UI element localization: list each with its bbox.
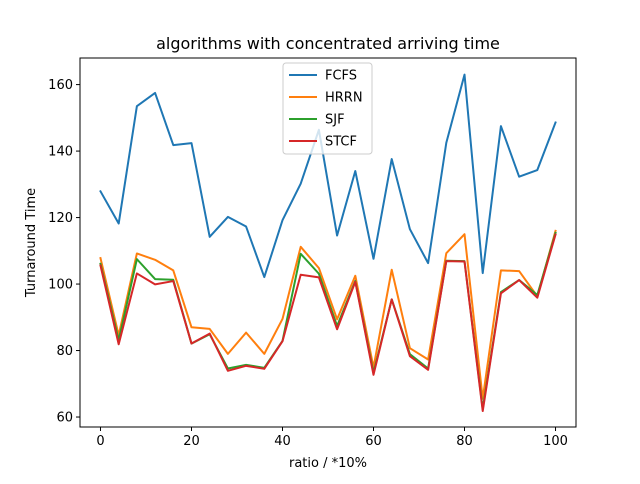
x-tick-label: 100 bbox=[543, 434, 568, 449]
x-tick-label: 40 bbox=[274, 434, 291, 449]
chart-title: algorithms with concentrated arriving ti… bbox=[156, 34, 500, 53]
y-axis-ticks: 60 80 100 120 140 160 bbox=[48, 78, 80, 426]
x-tick-label: 80 bbox=[456, 434, 473, 449]
series-layer bbox=[99, 73, 557, 413]
x-tick-label: 60 bbox=[365, 434, 382, 449]
y-tick-label: 100 bbox=[48, 278, 73, 293]
legend-label-sjf: SJF bbox=[325, 113, 345, 128]
legend-label-hrrn: HRRN bbox=[325, 91, 363, 106]
y-tick-label: 60 bbox=[56, 411, 73, 426]
y-tick-label: 120 bbox=[48, 211, 73, 226]
legend: FCFS HRRN SJF STCF bbox=[282, 62, 373, 155]
x-axis-label: ratio / *10% bbox=[289, 456, 367, 471]
series-line-hrrn bbox=[99, 229, 557, 400]
legend-label-stcf: STCF bbox=[325, 135, 357, 150]
y-axis-label: Turnaround Time bbox=[24, 188, 39, 298]
y-tick-label: 80 bbox=[56, 344, 73, 359]
x-axis-ticks: 0 20 40 60 80 100 bbox=[96, 427, 568, 449]
plot-frame bbox=[79, 57, 577, 428]
series-line-stcf bbox=[99, 233, 557, 413]
legend-box bbox=[282, 62, 373, 155]
x-tick-label: 20 bbox=[183, 434, 200, 449]
y-tick-label: 140 bbox=[48, 145, 73, 160]
y-tick-label: 160 bbox=[48, 78, 73, 93]
series-line-fcfs bbox=[99, 73, 557, 279]
legend-label-fcfs: FCFS bbox=[325, 69, 357, 84]
x-tick-label: 0 bbox=[96, 434, 104, 449]
